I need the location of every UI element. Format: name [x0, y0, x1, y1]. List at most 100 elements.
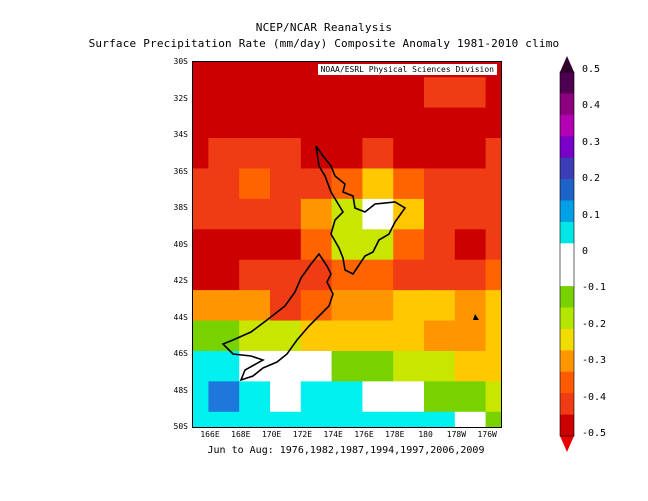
- colorbar-tick-label: -0.2: [582, 318, 607, 330]
- coastline-overlay: [221, 145, 479, 382]
- heatmap-cell: [393, 168, 425, 200]
- heatmap-cell: [362, 107, 395, 140]
- heatmap-cell: [300, 229, 333, 261]
- heatmap-cell: [208, 62, 241, 79]
- y-tick-label: 38S: [173, 203, 188, 212]
- heatmap-cell: [331, 290, 364, 322]
- heatmap-cell: [424, 198, 456, 231]
- heatmap-cell: [424, 168, 456, 200]
- heatmap-cell: [193, 259, 210, 292]
- plot-area: NOAA/ESRL Physical Sciences Division: [192, 61, 502, 428]
- x-tick-label: 174E: [323, 430, 343, 439]
- heatmap-cell: [300, 77, 333, 109]
- heatmap-cell: [193, 168, 210, 200]
- heatmap-cell: [393, 411, 425, 427]
- heatmap-cell: [454, 290, 487, 322]
- chatham-marker: [473, 314, 479, 320]
- x-tick-label: 166E: [200, 430, 220, 439]
- heatmap-cell: [485, 290, 501, 322]
- y-tick-label: 30S: [173, 57, 188, 66]
- heatmap-cell: [331, 320, 364, 352]
- colorbar-tick-label: -0.1: [582, 282, 607, 294]
- colorbar-segment: [560, 307, 574, 330]
- heatmap-cell: [239, 259, 271, 292]
- heatmap-cell: [270, 138, 302, 170]
- heatmap-cell: [485, 411, 501, 427]
- heatmap-cell: [270, 229, 302, 261]
- heatmap-cell: [300, 107, 333, 140]
- heatmap-cell: [454, 77, 487, 109]
- colorbar-segment: [560, 393, 574, 416]
- colorbar-segment: [560, 264, 574, 287]
- heatmap-cell: [270, 107, 302, 140]
- heatmap-cell: [454, 320, 487, 352]
- heatmap-cell: [208, 259, 241, 292]
- heatmap-cell: [193, 290, 210, 322]
- heatmap-cell: [362, 259, 395, 292]
- colorbar: [559, 56, 575, 452]
- y-tick-label: 46S: [173, 349, 188, 358]
- heatmap-cell: [424, 381, 456, 413]
- heatmap-cell: [454, 411, 487, 427]
- y-tick-label: 34S: [173, 130, 188, 139]
- heatmap-cell: [193, 381, 210, 413]
- heatmap-cell: [454, 198, 487, 231]
- heatmap-cell: [424, 77, 456, 109]
- colorbar-tick-label: 0.3: [582, 136, 601, 148]
- heatmap-cell: [362, 350, 395, 383]
- heatmap-cell: [331, 411, 364, 427]
- colorbar-tick-label: 0.1: [582, 209, 601, 221]
- heatmap-cell: [485, 320, 501, 352]
- colorbar-segment: [560, 136, 574, 159]
- heatmap-cell: [300, 350, 333, 383]
- heatmap-cell: [300, 411, 333, 427]
- x-tick-label: 180: [418, 430, 433, 439]
- heatmap-cell: [362, 381, 395, 413]
- heatmap-cell: [270, 62, 302, 79]
- heatmap-cell: [239, 320, 271, 352]
- heatmap-cell: [208, 229, 241, 261]
- heatmap-cell: [331, 350, 364, 383]
- heatmap-cell: [393, 350, 425, 383]
- heatmap-cell: [393, 259, 425, 292]
- colorbar-tick-label: 0.4: [582, 100, 601, 112]
- heatmap-cell: [300, 198, 333, 231]
- colorbar-tick-label: 0: [582, 246, 589, 257]
- heatmap-cell: [270, 198, 302, 231]
- heatmap-cell: [424, 411, 456, 427]
- heatmap-cell: [208, 381, 241, 413]
- colorbar-segment: [560, 93, 574, 116]
- heatmap-cell: [270, 320, 302, 352]
- heatmap-cell: [485, 259, 501, 292]
- north-island-outline: [315, 145, 407, 276]
- heatmap-cell: [331, 107, 364, 140]
- heatmap-cell: [393, 229, 425, 261]
- heatmap-cell: [193, 350, 210, 383]
- y-tick-label: 48S: [173, 385, 188, 395]
- heatmap-cell: [208, 350, 241, 383]
- heatmap-cell: [362, 411, 395, 427]
- heatmap-cell: [239, 198, 271, 231]
- heatmap-cell: [270, 350, 302, 383]
- y-tick-label: 42S: [173, 276, 188, 285]
- credit-label: NOAA/ESRL Physical Sciences Division: [317, 64, 497, 75]
- heatmap-cell: [362, 138, 395, 170]
- colorbar-segment: [560, 243, 574, 266]
- heatmap-cell: [454, 259, 487, 292]
- heatmap-cell: [208, 198, 241, 231]
- heatmap-cell: [331, 381, 364, 413]
- heatmap-cell: [485, 198, 501, 231]
- colorbar-tick-label: 0.2: [582, 173, 601, 185]
- heatmap-cell: [193, 411, 210, 427]
- heatmap-cell: [193, 107, 210, 140]
- colorbar-outline: [559, 71, 575, 437]
- heatmap-cell: [208, 168, 241, 200]
- heatmap-cell: [362, 168, 395, 200]
- colorbar-segment: [560, 328, 574, 351]
- heatmap-cell: [424, 320, 456, 352]
- heatmap-cell: [393, 107, 425, 140]
- colorbar-tick-label: 0.5: [582, 64, 601, 75]
- y-tick-label: 44S: [173, 312, 188, 322]
- heatmap-cell: [485, 107, 501, 140]
- heatmap-cell: [208, 138, 241, 170]
